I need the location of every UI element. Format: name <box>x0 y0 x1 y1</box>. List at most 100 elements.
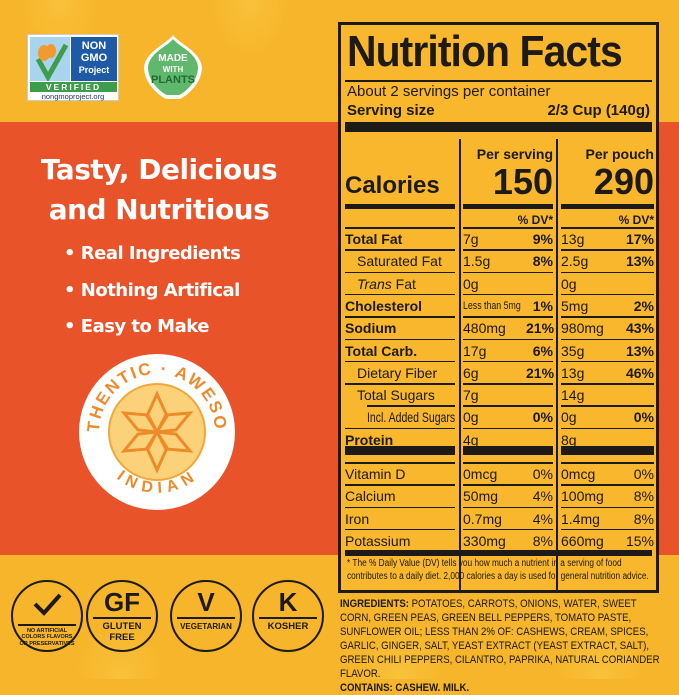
thick-divider <box>463 446 553 455</box>
nutrient-amount-pouch: 0g <box>561 275 577 292</box>
authentic-awesome-indian-seal: AUTHENTIC · AWESOME INDIAN <box>69 337 237 512</box>
cert-label: GLUTEN FREE <box>102 620 142 643</box>
with-text: WITH <box>162 65 184 74</box>
non-gmo-text: Project <box>78 65 110 75</box>
nutrient-amount-serving: 7g <box>463 387 479 404</box>
calories-per-serving: 150 <box>492 161 553 202</box>
nutrient-dv-pouch: 2% <box>633 297 654 314</box>
nutrient-amount-serving: 480mg <box>463 320 506 337</box>
dv-header: % DV* <box>517 213 553 227</box>
k-icon: K <box>278 587 298 617</box>
ingredients-label: INGREDIENTS: <box>340 598 409 610</box>
nutrient-name: Saturated Fat <box>357 253 442 270</box>
per-pouch-header: Per pouch <box>585 146 654 162</box>
nutrient-dv-serving: 21% <box>526 364 555 381</box>
headline-line: and Nutritious <box>48 193 270 226</box>
serving-size-value: 2/3 Cup (140g) <box>547 102 650 119</box>
cert-gluten-free: GF GLUTEN FREE <box>86 580 158 652</box>
calories-per-pouch: 290 <box>593 161 654 202</box>
nutrient-amount-pouch: 35g <box>561 342 585 359</box>
nutrient-name: Iron <box>345 510 370 527</box>
nutrient-amount-serving: 0g <box>463 409 479 426</box>
calories-label: Calories <box>345 172 440 199</box>
nutrient-dv-serving: 6% <box>532 342 553 359</box>
nutrient-dv-pouch: 43% <box>625 320 654 337</box>
nutrient-amount-pouch: 0g <box>561 409 577 426</box>
ingredients-block: INGREDIENTS: POTATOES, CARROTS, ONIONS, … <box>340 597 660 695</box>
nutrient-amount-serving: 0g <box>463 275 479 292</box>
nutrient-name: Sodium <box>345 320 397 337</box>
made-with-plants-logo: MADE WITH PLANTS <box>140 33 206 103</box>
cert-label: KOSHER <box>267 620 309 632</box>
ingredients-text: POTATOES, CARROTS, ONIONS, WATER, SWEET … <box>340 598 660 680</box>
nutrient-name: Total Carb. <box>345 342 418 359</box>
nutrient-amount-pouch: 14g <box>561 387 585 404</box>
nutrient-dv-serving: 9% <box>532 231 553 247</box>
nutrient-dv-pouch: 17% <box>625 231 654 247</box>
allergen-contains: CONTAINS: CASHEW. MILK. <box>340 682 470 694</box>
daily-value-footnote: * The % Daily Value (DV) tells you how m… <box>347 558 649 582</box>
nutrient-amount-pouch: 13g <box>561 231 585 247</box>
nutrient-dv-serving: 8% <box>532 532 553 549</box>
non-gmo-logo: NON GMO Project VERIFIED nongmoproject.o… <box>27 34 119 101</box>
nutrient-amount-serving: 0mcg <box>463 466 498 482</box>
nutrient-dv-pouch: 8% <box>633 488 654 505</box>
cert-label: NO ARTIFICIAL COLORS FLAVORS OR PRESERVA… <box>19 627 75 647</box>
nutrient-amount-pouch: 0mcg <box>561 466 596 482</box>
nutrient-name: Potassium <box>345 532 411 549</box>
made-text: MADE <box>158 53 188 64</box>
per-serving-header: Per serving <box>476 146 553 162</box>
thick-divider <box>561 446 654 455</box>
bullet-item: • Real Ingredients <box>64 243 241 264</box>
nutrient-amount-serving: 6g <box>463 364 479 381</box>
nutrient-name: Incl. Added Sugars <box>367 409 456 426</box>
verified-text: VERIFIED <box>30 82 117 92</box>
non-gmo-text: GMO <box>80 52 108 64</box>
nutrient-dv-serving: 21% <box>526 320 555 337</box>
nutrient-dv-serving: 0% <box>532 409 553 426</box>
nutrient-name: Protein <box>345 431 394 448</box>
nutrient-name: Dietary Fiber <box>357 364 438 381</box>
nutrient-dv-pouch: 13% <box>625 253 654 270</box>
nutrient-dv-pouch: 13% <box>625 342 654 359</box>
bullet-item: • Nothing Artifical <box>64 280 240 301</box>
cert-label: VEGETARIAN <box>180 621 232 631</box>
nutrient-amount-pouch: 5mg <box>561 297 589 314</box>
checkmark-icon <box>33 593 62 616</box>
nutrient-dv-pouch: 0% <box>633 466 654 482</box>
servings-per-container: About 2 servings per container <box>347 83 551 100</box>
thick-divider <box>345 446 455 455</box>
nutrient-amount-serving: 4g <box>463 431 479 448</box>
nutrient-dv-pouch: 8% <box>633 510 654 527</box>
nutrient-dv-serving: 4% <box>532 510 553 527</box>
nutrient-name: Total Fat <box>345 231 403 247</box>
nutrient-dv-serving: 8% <box>532 253 553 270</box>
nutrient-name: Total Sugars <box>357 387 435 404</box>
nutrient-amount-serving: 7g <box>463 231 479 247</box>
nutrient-name: Calcium <box>345 488 396 505</box>
nutrient-name: Vitamin D <box>345 466 406 482</box>
dv-header: % DV* <box>618 213 654 227</box>
nutrient-dv-pouch: 0% <box>633 409 654 426</box>
nutrient-amount-pouch: 2.5g <box>561 253 589 270</box>
nutrition-facts-label: Nutrition Facts About 2 servings per con… <box>338 22 659 593</box>
plants-text: PLANTS <box>151 74 195 86</box>
non-gmo-text: NON <box>81 40 107 52</box>
nutrient-dv-serving: 1% <box>532 297 553 314</box>
serving-size-label: Serving size <box>347 102 435 119</box>
nutrient-dv-serving: 4% <box>532 488 553 505</box>
nutrition-title: Nutrition Facts <box>347 27 623 76</box>
nutrient-amount-serving: 330mg <box>463 532 506 549</box>
nutrient-dv-serving: 0% <box>532 466 553 482</box>
nutrient-amount-serving: 0.7mg <box>463 510 502 527</box>
cert-vegetarian: V VEGETARIAN <box>170 580 242 652</box>
nutrient-amount-serving: Less than 5mg <box>463 299 521 312</box>
nutrient-amount-pouch: 660mg <box>561 532 604 549</box>
nutrient-amount-pouch: 980mg <box>561 320 604 337</box>
headline: Tasty, Delicious and Nutritious <box>0 150 318 230</box>
nutrient-name: Cholesterol <box>345 297 423 314</box>
v-icon: V <box>197 587 215 617</box>
nutrient-amount-serving: 50mg <box>463 488 499 505</box>
butterfly-icon <box>30 37 70 83</box>
bullet-item: • Easy to Make <box>64 316 209 337</box>
